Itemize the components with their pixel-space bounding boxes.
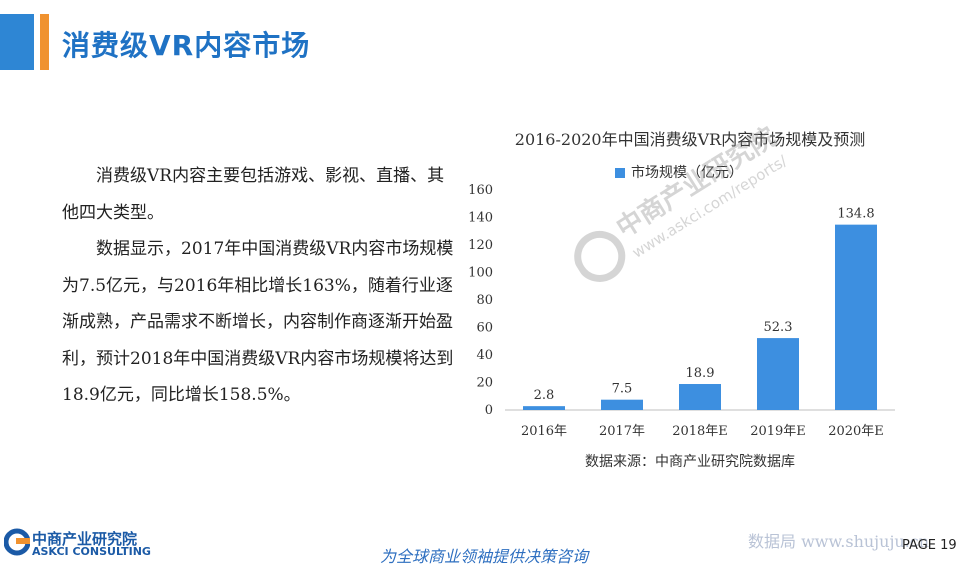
- page-title: 消费级VR内容市场: [62, 29, 311, 62]
- data-label: 7.5: [612, 382, 633, 397]
- footer-slogan: 为全球商业领袖提供决策咨询: [380, 547, 589, 566]
- legend-swatch: [615, 168, 625, 178]
- y-tick-label: 100: [468, 266, 493, 281]
- y-tick-label: 120: [468, 238, 493, 253]
- data-label: 134.8: [837, 207, 874, 222]
- logo-text-en: ASKCI CONSULTING: [32, 545, 151, 558]
- bar: [523, 406, 565, 410]
- bar-chart: 0 20 40 60 80 100 120 140 160 2.8 2016年 7.5 2017年 18.…: [468, 183, 895, 439]
- x-tick-label: 2020年E: [828, 424, 884, 439]
- y-tick-label: 20: [476, 376, 493, 391]
- paragraph-1: 消费级VR内容主要包括游戏、影视、直播、其他四大类型。: [62, 166, 445, 223]
- y-tick-label: 0: [485, 403, 493, 418]
- x-tick-label: 2017年: [599, 424, 645, 439]
- body-text: 消费级VR内容主要包括游戏、影视、直播、其他四大类型。 数据显示，2017年中国…: [62, 158, 457, 414]
- chart-title: 2016-2020年中国消费级VR内容市场规模及预测: [514, 130, 866, 149]
- site-watermark: 数据局 www.shujuju.cn: [748, 532, 930, 551]
- legend-label: 市场规模（亿元）: [631, 165, 743, 181]
- chart-source: 数据来源：中商产业研究院数据库: [585, 454, 795, 470]
- logo-text-cn: 中商产业研究院: [32, 530, 138, 548]
- askci-logo-icon: [4, 528, 30, 556]
- y-tick-label: 140: [468, 211, 493, 226]
- header-accent-orange: [40, 14, 49, 70]
- x-tick-label: 2018年E: [672, 424, 728, 439]
- bar: [835, 224, 877, 410]
- page-number: PAGE 19: [902, 538, 957, 553]
- y-tick-label: 60: [476, 321, 493, 336]
- x-tick-label: 2019年E: [750, 424, 806, 439]
- x-tick-label: 2016年: [521, 424, 567, 439]
- data-label: 2.8: [534, 388, 555, 403]
- chart-legend: 市场规模（亿元）: [615, 162, 743, 182]
- paragraph-2: 数据显示，2017年中国消费级VR内容市场规模为7.5亿元，与2016年相比增长…: [62, 239, 454, 405]
- y-tick-label: 80: [476, 293, 493, 308]
- bar: [601, 399, 643, 410]
- data-label: 52.3: [764, 320, 793, 335]
- y-tick-label: 40: [476, 348, 493, 363]
- header-accent-blue: [0, 14, 34, 70]
- bar: [679, 384, 721, 410]
- data-label: 18.9: [686, 366, 715, 381]
- bar: [757, 338, 799, 410]
- y-tick-label: 160: [468, 183, 493, 198]
